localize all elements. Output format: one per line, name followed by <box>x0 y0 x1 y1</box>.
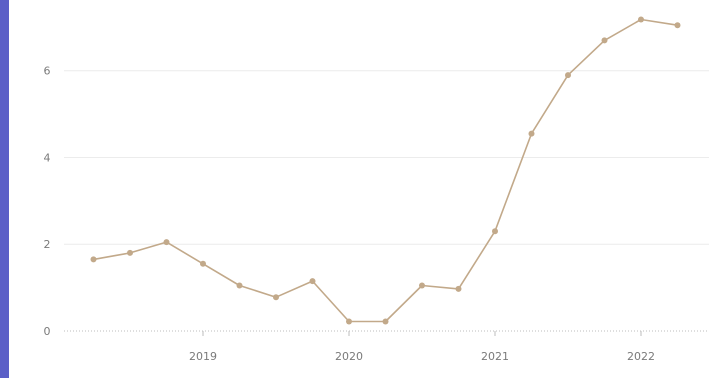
y-tick-label-6: 6 <box>44 65 51 78</box>
y-tick-label-2: 2 <box>44 238 51 251</box>
series-line <box>94 20 678 322</box>
data-point-2018-07[interactable] <box>127 250 133 256</box>
line-chart: 0 2 4 6 2019 2020 2021 2022 <box>9 0 717 378</box>
x-tick-label-2021: 2021 <box>481 350 509 363</box>
data-point-2021-10[interactable] <box>602 37 608 43</box>
y-tick-label-0: 0 <box>44 325 51 338</box>
chart-card: 0 2 4 6 2019 2020 2021 2022 <box>9 0 717 378</box>
data-point-2018-10[interactable] <box>164 239 170 245</box>
data-point-2021-07[interactable] <box>565 72 571 78</box>
data-point-2020-07[interactable] <box>419 283 425 289</box>
data-point-2019-01[interactable] <box>200 261 206 267</box>
grid-lines <box>64 71 709 331</box>
data-point-2020-10[interactable] <box>456 286 462 292</box>
x-tick-label-2022: 2022 <box>627 350 655 363</box>
x-axis-tick-labels: 2019 2020 2021 2022 <box>189 331 655 363</box>
y-axis-tick-labels: 0 2 4 6 <box>44 65 51 338</box>
data-point-2019-04[interactable] <box>237 283 243 289</box>
data-point-2019-10[interactable] <box>310 278 316 284</box>
data-point-2021-04[interactable] <box>529 131 535 137</box>
data-point-2022-01[interactable] <box>638 17 644 23</box>
data-point-2021-01[interactable] <box>492 228 498 234</box>
data-point-2022-04[interactable] <box>675 22 681 28</box>
data-point-2020-04[interactable] <box>383 319 389 325</box>
data-point-2018-04[interactable] <box>91 256 97 262</box>
y-tick-label-4: 4 <box>44 151 51 164</box>
data-point-2020-01[interactable] <box>346 319 352 325</box>
x-tick-label-2020: 2020 <box>335 350 363 363</box>
x-tick-label-2019: 2019 <box>189 350 217 363</box>
data-point-2019-07[interactable] <box>273 294 279 300</box>
series-layer <box>91 17 681 325</box>
